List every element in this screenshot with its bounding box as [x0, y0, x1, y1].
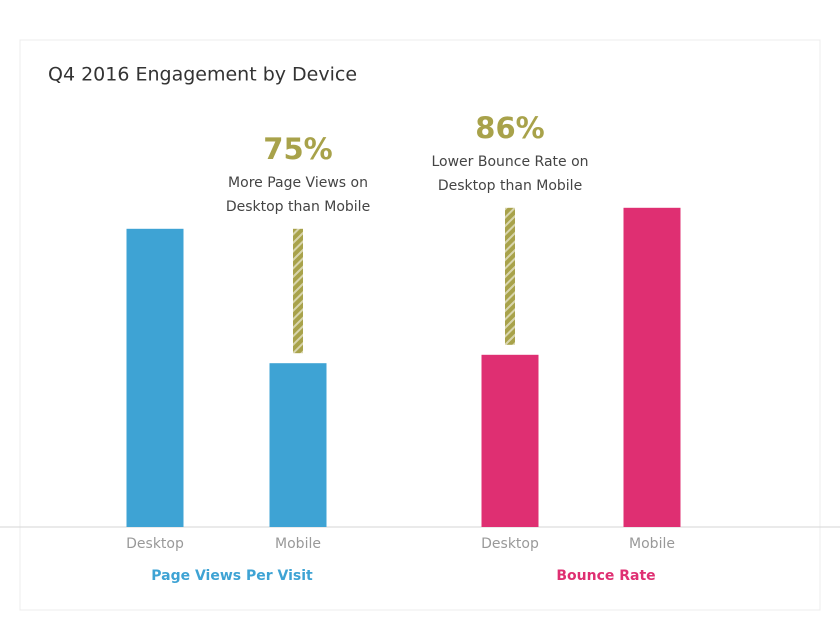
- difference-marker: [505, 207, 515, 345]
- difference-marker: [293, 228, 303, 354]
- x-tick-label: Mobile: [629, 536, 675, 552]
- annotation-text: More Page Views on: [228, 175, 368, 191]
- x-axis-label: Page Views Per Visit: [151, 568, 313, 584]
- bar: [623, 207, 681, 528]
- x-tick-label: Desktop: [126, 536, 184, 552]
- bar: [126, 228, 184, 528]
- annotation-value: 75%: [263, 132, 332, 166]
- annotation-text: Desktop than Mobile: [226, 199, 370, 215]
- annotation-text: Desktop than Mobile: [438, 178, 582, 194]
- x-tick-label: Mobile: [275, 536, 321, 552]
- bar: [269, 363, 327, 527]
- annotation-value: 86%: [475, 111, 544, 145]
- x-tick-label: Desktop: [481, 536, 539, 552]
- annotation-text: Lower Bounce Rate on: [431, 154, 588, 170]
- chart-title: Q4 2016 Engagement by Device: [48, 64, 357, 86]
- x-axis-label: Bounce Rate: [556, 568, 655, 584]
- bar: [481, 354, 539, 527]
